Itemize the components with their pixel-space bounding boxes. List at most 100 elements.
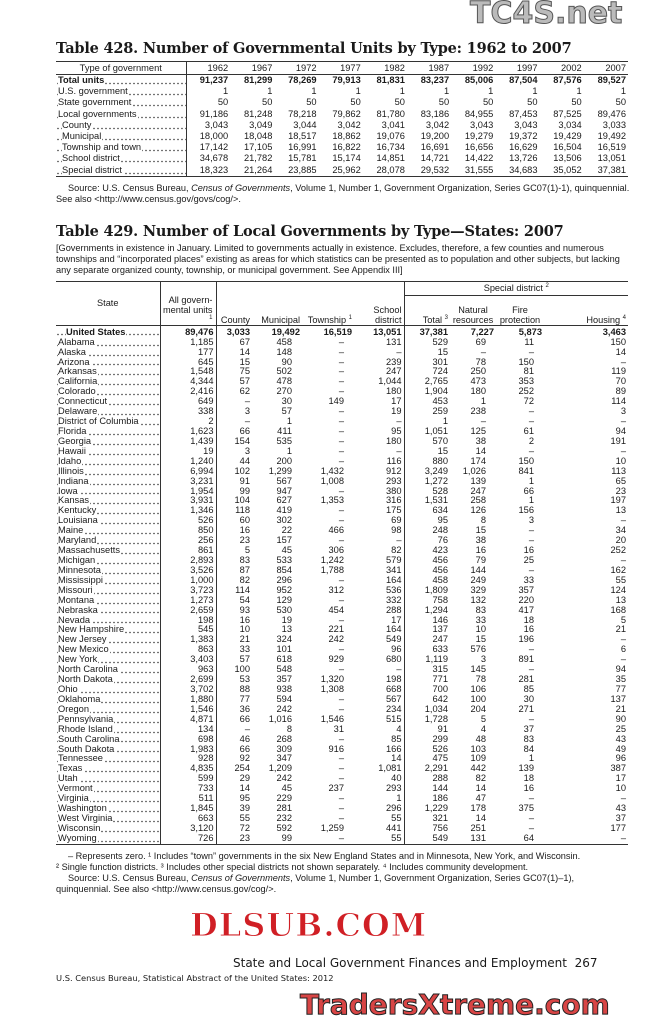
cell-value: 177 (610, 823, 627, 833)
cell-value: 4 (354, 724, 405, 735)
row-label: U.S. government (56, 86, 187, 98)
cell-value: 2 (160, 417, 217, 428)
cell-value: 1 (223, 86, 229, 97)
cell-value: 928 (160, 754, 217, 765)
cell-value: 1,728 (424, 714, 448, 724)
cell-value: 3,526 (160, 565, 217, 576)
cell-value: 66 (239, 744, 250, 754)
cell-value: 549 (354, 635, 405, 646)
cell-value: 79,913 (332, 75, 361, 85)
cell-value: – (338, 575, 344, 585)
cell-value: 247 (432, 635, 448, 645)
cell-value: 634 (432, 506, 448, 516)
row-label-text: Wyoming (58, 833, 98, 843)
col-state: State (56, 281, 161, 326)
cell-value: 733 (160, 784, 217, 795)
cell-value: 633 (432, 645, 448, 655)
cell-value: 239 (354, 357, 405, 368)
cell-value: 23 (615, 486, 627, 496)
cell-value: 16,822 (332, 142, 361, 153)
cell-value: 65 (615, 476, 627, 486)
row-label: School district (56, 153, 187, 165)
cell-value: 249 (470, 575, 486, 585)
row-label: Special district (56, 164, 187, 177)
cell-value: 16,734 (376, 142, 405, 153)
cell-value: 1,548 (160, 367, 217, 378)
cell-value: 1,983 (160, 744, 217, 755)
row-label-text: Municipal (62, 131, 103, 142)
cell-value: 87 (239, 565, 250, 575)
cell-value: 13,726 (509, 153, 538, 164)
cell-value: 150 (518, 357, 534, 367)
cell-value: 35,052 (539, 164, 584, 177)
cell-value: 91 (437, 724, 448, 734)
table-row: New Mexico 863 33 101–96 633 576–6 (56, 645, 628, 656)
cell-value: 533 (276, 556, 292, 565)
cell-value: 1 (528, 496, 534, 506)
row-label: New York (56, 655, 161, 666)
cell-value: 4,344 (160, 377, 217, 388)
cell-value: 137 (610, 694, 627, 704)
cell-value: 156 (518, 506, 534, 516)
row-label-text: Pennsylvania (58, 714, 115, 724)
row-label: Tennessee (56, 754, 161, 765)
col-year: 1997 (495, 61, 540, 75)
col-total: Total 3 (422, 314, 448, 325)
table-row: Washington 1,845 39 281 –296 1,229 178 375 43 (56, 804, 628, 814)
cell-value: 861 (160, 546, 217, 556)
row-label-text: Special district (62, 164, 123, 175)
row-label-text: Georgia (58, 436, 93, 446)
cell-value: 44 (239, 456, 250, 466)
row-label: Ohio (56, 684, 161, 695)
row-label-text: New Jersey (58, 635, 108, 645)
row-label-text: Virginia (58, 794, 90, 804)
cell-value: 82 (239, 575, 250, 585)
table-row: Kansas 3,931 104 627 1,353 316 1,531 258 1 197 (56, 496, 628, 507)
cell-value: 1,954 (160, 486, 217, 497)
cell-value: 198 (354, 675, 405, 685)
cell-value: 458 (432, 575, 448, 585)
cell-value: 1,185 (160, 337, 217, 348)
cell-value: 50 (262, 97, 273, 108)
cell-value: 929 (328, 655, 344, 665)
table-row: Local governments 91,186 81,248 78,218 79,86… (56, 108, 628, 120)
cell-value: 3,041 (381, 119, 405, 130)
cell-value: 66 (523, 486, 534, 496)
row-label-text: Nevada (58, 615, 92, 625)
row-label-text: Idaho (58, 456, 83, 466)
cell-value: 530 (276, 605, 292, 615)
cell-value: 83 (239, 556, 250, 565)
cell-value: – (480, 417, 486, 427)
cell-value: 19,279 (464, 131, 494, 142)
cell-value: 186 (432, 794, 448, 804)
cell-value: 442 (470, 764, 486, 774)
row-label-text: State government (58, 97, 133, 108)
cell-value: 3,044 (293, 119, 317, 130)
cell-value: 321 (432, 813, 448, 823)
cell-value: – (528, 565, 534, 575)
cell-value: 594 (276, 694, 292, 704)
cell-value: – (338, 377, 344, 387)
cell-value: 1,383 (160, 635, 217, 646)
row-label-text: Hawaii (58, 446, 87, 456)
table-row: Georgia 1,439 154 535 –180 570 38 2 191 (56, 436, 628, 447)
row-label-text: Florida (58, 427, 88, 437)
cell-value: 17,105 (243, 142, 273, 153)
cell-value: 1,242 (320, 556, 344, 565)
row-label-text: Rhode Island (58, 724, 114, 734)
cell-value: 1,439 (160, 436, 217, 447)
cell-value: 198 (160, 615, 217, 626)
cell-value: 81,299 (243, 75, 273, 85)
row-label: New Hampshire (56, 625, 161, 636)
table-row: Colorado 2,416 62 270–180 1,904 180 252 89 (56, 387, 628, 398)
cell-value: 11 (524, 337, 534, 347)
row-label: Delaware (56, 407, 161, 418)
cell-value: 91,186 (199, 108, 229, 119)
cell-value: 16 (523, 784, 534, 794)
cell-value: 248 (432, 526, 448, 536)
cell-value: 1 (286, 417, 292, 427)
cell-value: 21 (239, 635, 250, 645)
row-label: Virginia (56, 794, 161, 805)
row-label: Colorado (56, 387, 161, 398)
row-label-text: Local governments (58, 108, 138, 119)
